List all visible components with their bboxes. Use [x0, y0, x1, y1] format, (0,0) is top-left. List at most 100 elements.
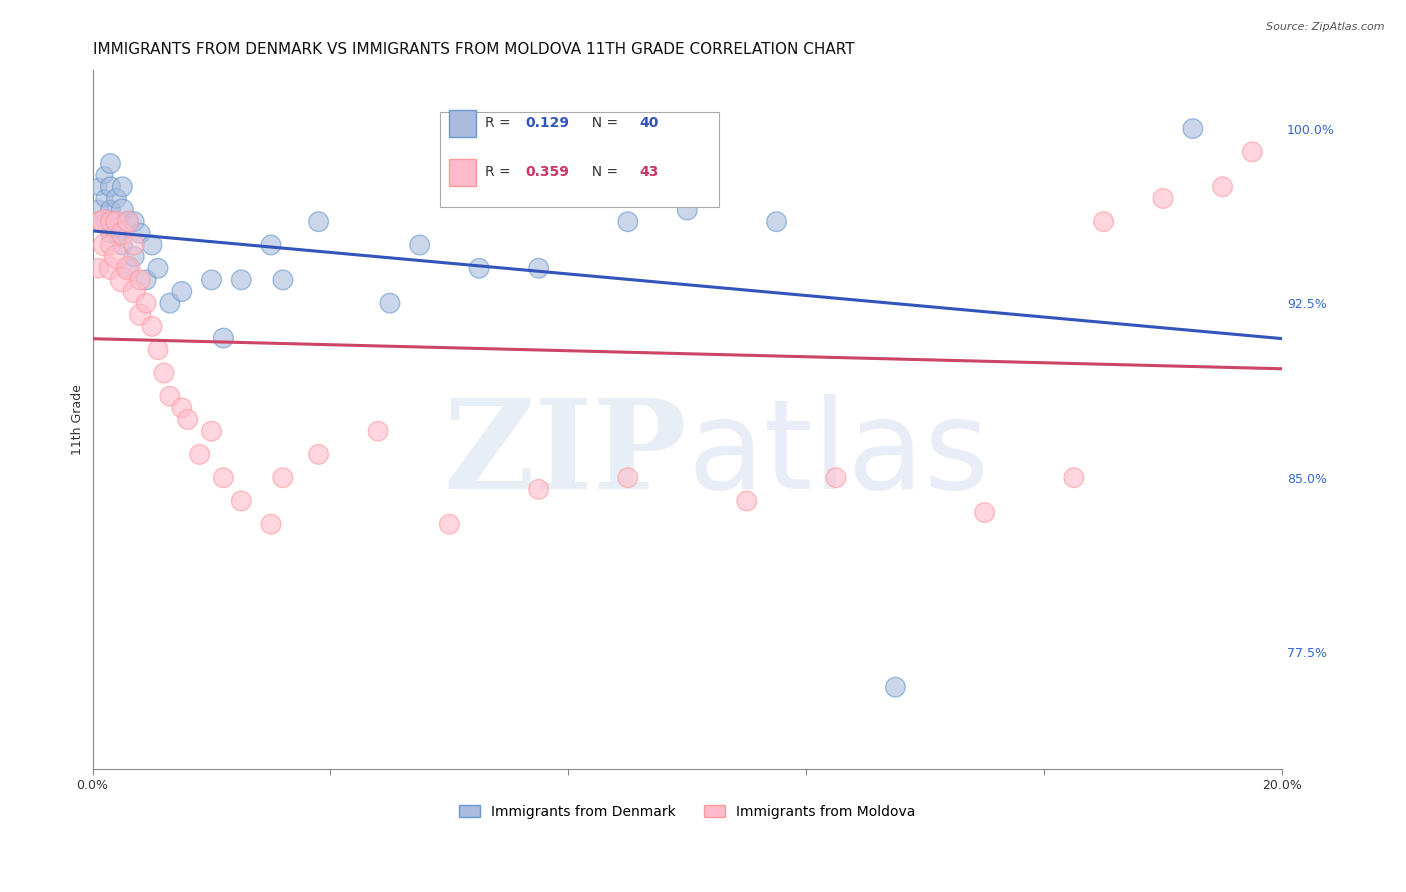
Point — [117, 215, 139, 229]
Point — [105, 250, 128, 264]
Text: atlas: atlas — [688, 394, 990, 515]
Point — [111, 179, 134, 194]
FancyBboxPatch shape — [440, 112, 720, 207]
Point — [100, 215, 122, 229]
Point — [122, 285, 145, 299]
Text: 0.359: 0.359 — [526, 165, 569, 179]
Point — [122, 215, 145, 229]
Point — [105, 215, 128, 229]
Point — [122, 238, 145, 252]
Point — [129, 273, 152, 287]
Point — [93, 238, 115, 252]
Text: 43: 43 — [640, 165, 659, 179]
Point — [271, 273, 294, 287]
Point — [105, 215, 128, 229]
Point — [93, 215, 115, 229]
Point — [177, 412, 200, 426]
Point — [100, 238, 122, 252]
Point — [170, 401, 193, 415]
FancyBboxPatch shape — [450, 111, 475, 136]
Point — [1241, 145, 1264, 159]
Point — [617, 471, 640, 485]
Point — [468, 261, 491, 276]
Text: ZIP: ZIP — [443, 394, 688, 515]
Point — [129, 308, 152, 322]
Point — [367, 424, 389, 438]
Point — [231, 494, 253, 508]
Point — [141, 238, 163, 252]
Text: N =: N = — [582, 165, 621, 179]
Point — [117, 215, 139, 229]
Point — [93, 191, 115, 205]
Point — [1152, 191, 1174, 205]
Point — [260, 517, 283, 532]
Point — [765, 215, 787, 229]
Point — [527, 483, 550, 497]
Text: R =: R = — [485, 165, 515, 179]
Point — [973, 506, 995, 520]
Point — [129, 227, 152, 241]
Point — [735, 494, 758, 508]
Point — [135, 296, 157, 310]
Point — [439, 517, 461, 532]
Text: R =: R = — [485, 117, 515, 130]
Text: 0.129: 0.129 — [526, 117, 569, 130]
Point — [93, 215, 115, 229]
Point — [87, 202, 110, 217]
Point — [1063, 471, 1085, 485]
Point — [100, 227, 122, 241]
Point — [87, 215, 110, 229]
Point — [93, 168, 115, 182]
Point — [676, 202, 699, 217]
Point — [122, 250, 145, 264]
Text: 40: 40 — [640, 117, 659, 130]
Point — [1212, 179, 1234, 194]
Point — [87, 261, 110, 276]
Point — [527, 261, 550, 276]
Point — [111, 227, 134, 241]
Point — [1181, 121, 1204, 136]
Text: N =: N = — [582, 117, 621, 130]
Point — [260, 238, 283, 252]
Point — [212, 471, 235, 485]
Point — [408, 238, 430, 252]
Point — [117, 261, 139, 276]
Point — [100, 179, 122, 194]
Point — [141, 319, 163, 334]
Point — [111, 202, 134, 217]
Point — [617, 215, 640, 229]
Point — [117, 261, 139, 276]
Point — [146, 343, 169, 357]
Point — [1092, 215, 1115, 229]
Point — [87, 179, 110, 194]
Point — [159, 296, 181, 310]
Point — [135, 273, 157, 287]
Point — [100, 202, 122, 217]
Point — [271, 471, 294, 485]
Point — [146, 261, 169, 276]
Point — [100, 261, 122, 276]
Point — [105, 191, 128, 205]
Point — [188, 447, 211, 461]
Point — [159, 389, 181, 403]
Point — [200, 273, 222, 287]
Point — [111, 238, 134, 252]
Point — [105, 227, 128, 241]
Point — [212, 331, 235, 345]
Text: IMMIGRANTS FROM DENMARK VS IMMIGRANTS FROM MOLDOVA 11TH GRADE CORRELATION CHART: IMMIGRANTS FROM DENMARK VS IMMIGRANTS FR… — [93, 42, 855, 57]
Point — [308, 215, 330, 229]
Point — [100, 156, 122, 170]
Point — [170, 285, 193, 299]
Point — [200, 424, 222, 438]
FancyBboxPatch shape — [450, 159, 475, 186]
Point — [825, 471, 848, 485]
Point — [378, 296, 401, 310]
Point — [111, 273, 134, 287]
Point — [153, 366, 176, 380]
Text: Source: ZipAtlas.com: Source: ZipAtlas.com — [1267, 22, 1385, 32]
Point — [308, 447, 330, 461]
Y-axis label: 11th Grade: 11th Grade — [72, 384, 84, 455]
Point — [231, 273, 253, 287]
Legend: Immigrants from Denmark, Immigrants from Moldova: Immigrants from Denmark, Immigrants from… — [454, 799, 921, 824]
Point — [884, 680, 907, 694]
